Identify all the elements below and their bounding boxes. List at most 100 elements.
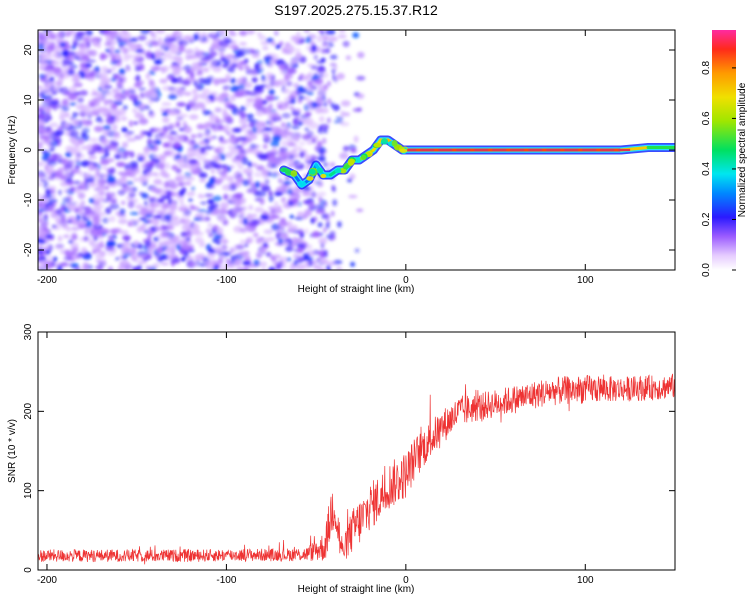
- spectrogram-cell: [285, 152, 291, 159]
- spectrogram-cell: [70, 169, 81, 174]
- spectrogram-cell: [180, 136, 185, 142]
- spectrogram-cell: [86, 173, 91, 180]
- spectrogram-cell: [201, 59, 212, 63]
- spectrogram-cell: [272, 134, 282, 142]
- spectrogram-cell: [141, 223, 147, 229]
- spectrogram-cell: [121, 244, 129, 251]
- spectrogram-ridge: [279, 135, 675, 190]
- spectrogram-cell: [189, 114, 199, 120]
- spectrogram-cell: [311, 137, 316, 144]
- spectrogram-cell: [304, 228, 309, 235]
- spectrogram-cell: [45, 54, 53, 60]
- spectrogram-cell: [194, 47, 200, 52]
- spectrogram-cell: [79, 181, 87, 189]
- spectrogram-cell: [197, 209, 207, 213]
- spectrogram-cell: [186, 181, 192, 186]
- spectrogram-cell: [111, 123, 118, 131]
- spectrogram-cell: [323, 161, 328, 168]
- spectrogram-cell: [193, 223, 199, 229]
- spectrogram-cell: [72, 112, 79, 116]
- spectrogram-cell: [258, 64, 263, 70]
- spectrogram-cell: [145, 73, 151, 80]
- spectrogram-cell: [313, 54, 319, 60]
- spectrogram-cell: [111, 104, 118, 110]
- spectrogram-cell: [45, 255, 54, 260]
- spectrogram-cell: [277, 205, 282, 211]
- spectrogram-cell: [199, 93, 208, 100]
- spectrogram-cell: [186, 261, 195, 268]
- spectrogram-cell: [247, 161, 252, 169]
- spectrogram-cell: [73, 81, 80, 88]
- spectrogram-cell: [327, 98, 332, 105]
- spectrogram-cell: [200, 201, 207, 205]
- spectrogram-cell: [61, 99, 69, 106]
- spectrogram-cell: [153, 127, 163, 132]
- spectrogram-cell: [109, 139, 115, 145]
- spectrogram-cell: [287, 162, 296, 168]
- spectrogram-cell: [144, 41, 151, 46]
- spectrogram-cell: [114, 154, 121, 160]
- spectrogram-cell: [111, 88, 120, 93]
- spectrogram-cell: [151, 42, 160, 47]
- spectrogram-cell: [38, 85, 43, 90]
- spectrogram-cell: [168, 55, 178, 61]
- spectrogram-cell: [51, 86, 59, 92]
- spectrogram-cell: [292, 229, 301, 234]
- spectrogram-cell: [302, 190, 310, 197]
- spectrogram-cell: [204, 261, 211, 266]
- spectrogram-cell: [59, 212, 66, 219]
- spectrogram-cell: [182, 41, 188, 47]
- snr-y-tick-label: 0: [23, 567, 34, 573]
- spectrogram-cell: [38, 230, 43, 236]
- spectrogram-cell: [202, 67, 210, 73]
- spectrogram-cell: [246, 97, 255, 103]
- spectrogram-cell: [279, 147, 284, 154]
- spectrogram-cell: [41, 202, 48, 208]
- spectrogram-cell: [190, 134, 197, 139]
- spectrogram-cell: [96, 92, 107, 99]
- spectrogram-cell: [240, 107, 247, 111]
- spectrogram-cell: [275, 44, 282, 49]
- spectrogram-cell: [238, 66, 244, 71]
- spectrogram-cell: [251, 52, 260, 59]
- spectrogram-cell: [280, 233, 289, 240]
- spectrogram-cell: [62, 123, 71, 129]
- spectrogram-cell: [132, 107, 138, 114]
- spectrogram-cell: [279, 68, 286, 75]
- spectrogram-cell: [210, 202, 220, 209]
- spectrogram-cell: [187, 99, 197, 108]
- spectrogram-cell: [40, 222, 50, 226]
- spectrogram-cell: [192, 150, 203, 158]
- spectrogram-cell: [168, 86, 176, 91]
- spectrogram-cell: [254, 62, 260, 71]
- spectrogram-cell: [332, 104, 340, 111]
- spectrogram-cell: [335, 116, 344, 120]
- spectrogram-cell: [147, 98, 154, 105]
- spectrogram-cell: [199, 178, 206, 183]
- spectrogram-cell: [158, 135, 169, 140]
- spectrogram-cell: [52, 103, 58, 111]
- spectrogram-cell: [333, 120, 344, 124]
- spectrogram-cell: [316, 35, 324, 43]
- spectrogram-cell: [88, 155, 97, 160]
- spectrogram-cell: [174, 176, 181, 182]
- spectrogram-cell: [216, 168, 222, 174]
- spectrogram-cell: [39, 161, 46, 166]
- spectrogram-cell: [84, 206, 93, 214]
- spectrogram-cell: [171, 67, 182, 75]
- spectrogram-cell: [81, 54, 90, 60]
- spectrogram-cell: [329, 235, 334, 242]
- spectrogram-cell: [144, 240, 152, 248]
- spectrogram-cell: [306, 80, 313, 87]
- spectrogram-cell: [140, 30, 150, 35]
- spectrogram-cell: [104, 41, 112, 47]
- spectrogram-cell: [179, 217, 186, 224]
- spectrogram-cell: [215, 246, 223, 254]
- spectrogram-cell: [134, 65, 141, 72]
- spectrogram-cell: [158, 155, 167, 160]
- spectrogram-cell: [323, 200, 328, 207]
- spectrogram-cell: [197, 194, 206, 198]
- spectrogram-cell: [212, 66, 222, 73]
- spectrogram-cell: [227, 66, 236, 73]
- spectrogram-cell: [171, 215, 180, 221]
